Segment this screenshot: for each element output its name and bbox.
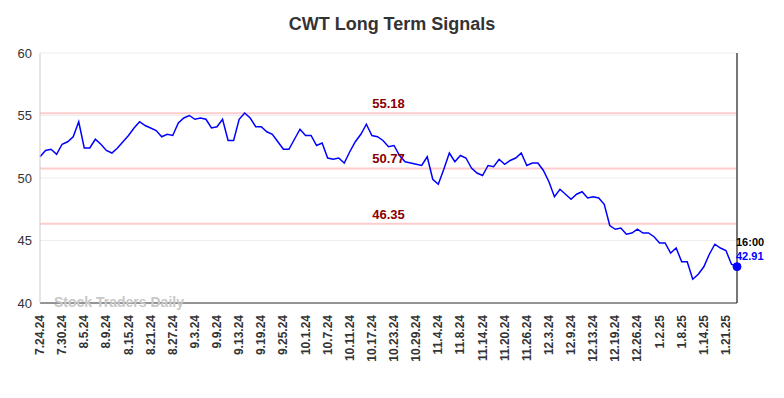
svg-text:9.25.24: 9.25.24 bbox=[276, 315, 290, 355]
svg-text:11.20.24: 11.20.24 bbox=[498, 315, 512, 361]
svg-text:10.29.24: 10.29.24 bbox=[409, 315, 423, 362]
svg-text:10.23.24: 10.23.24 bbox=[387, 315, 401, 362]
svg-text:60: 60 bbox=[18, 46, 32, 61]
svg-text:46.35: 46.35 bbox=[372, 207, 405, 222]
svg-text:50: 50 bbox=[18, 171, 32, 186]
svg-text:7.30.24: 7.30.24 bbox=[55, 315, 69, 355]
svg-text:11.14.24: 11.14.24 bbox=[476, 315, 490, 361]
svg-text:8.5.24: 8.5.24 bbox=[77, 315, 91, 349]
svg-text:1.21.25: 1.21.25 bbox=[719, 315, 733, 355]
svg-text:11.8.24: 11.8.24 bbox=[453, 315, 467, 355]
svg-text:40: 40 bbox=[18, 296, 32, 311]
svg-text:7.24.24: 7.24.24 bbox=[33, 315, 47, 355]
svg-text:8.9.24: 8.9.24 bbox=[99, 315, 113, 349]
svg-text:1.14.25: 1.14.25 bbox=[697, 315, 711, 355]
svg-text:8.21.24: 8.21.24 bbox=[144, 315, 158, 355]
svg-text:11.26.24: 11.26.24 bbox=[520, 315, 534, 361]
svg-text:12.3.24: 12.3.24 bbox=[542, 315, 556, 355]
svg-text:10.17.24: 10.17.24 bbox=[365, 315, 379, 362]
svg-text:9.9.24: 9.9.24 bbox=[210, 315, 224, 349]
svg-text:42.91: 42.91 bbox=[736, 250, 764, 262]
svg-text:10.1.24: 10.1.24 bbox=[299, 315, 313, 355]
svg-text:8.27.24: 8.27.24 bbox=[166, 315, 180, 355]
svg-text:50.77: 50.77 bbox=[372, 151, 405, 166]
svg-text:12.19.24: 12.19.24 bbox=[608, 315, 622, 362]
svg-text:9.19.24: 9.19.24 bbox=[254, 315, 268, 355]
svg-text:55: 55 bbox=[18, 108, 32, 123]
svg-text:16:00: 16:00 bbox=[736, 236, 764, 248]
svg-text:9.13.24: 9.13.24 bbox=[232, 315, 246, 355]
svg-text:55.18: 55.18 bbox=[372, 96, 405, 111]
svg-text:45: 45 bbox=[18, 233, 32, 248]
svg-text:12.9.24: 12.9.24 bbox=[564, 315, 578, 355]
svg-text:10.7.24: 10.7.24 bbox=[321, 315, 335, 355]
svg-text:12.26.24: 12.26.24 bbox=[630, 315, 644, 362]
html-text:CWT Long Term Signals: CWT Long Term Signals bbox=[288, 14, 496, 34]
svg-text:12.13.24: 12.13.24 bbox=[586, 315, 600, 362]
svg-text:8.15.24: 8.15.24 bbox=[122, 315, 136, 355]
svg-text:11.4.24: 11.4.24 bbox=[431, 315, 445, 355]
svg-text:1.8.25: 1.8.25 bbox=[675, 315, 689, 349]
svg-text:10.11.24: 10.11.24 bbox=[343, 315, 357, 361]
svg-text:9.3.24: 9.3.24 bbox=[188, 315, 202, 349]
svg-text:1.2.25: 1.2.25 bbox=[653, 315, 667, 349]
html-text:Stock Traders Daily: Stock Traders Daily bbox=[54, 294, 184, 310]
